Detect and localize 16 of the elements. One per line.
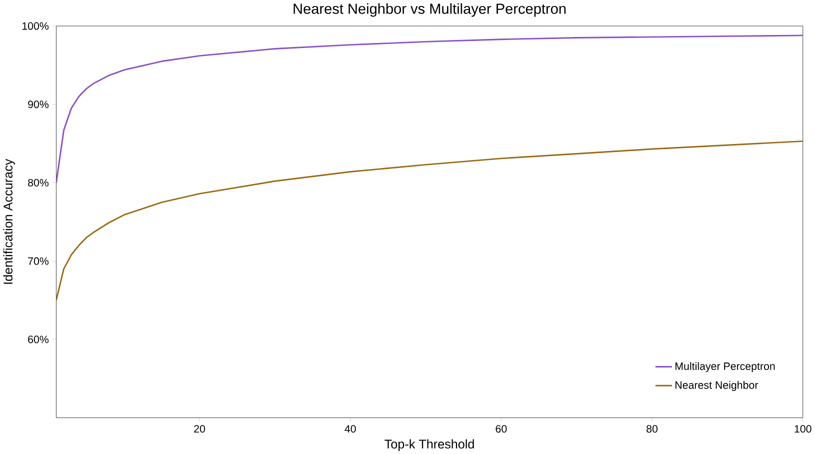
x-tick-label: 100	[794, 424, 812, 433]
x-tick-label: 20	[194, 424, 206, 433]
x-tick-label: 60	[496, 424, 507, 433]
y-tick-label: 90%	[28, 100, 49, 108]
legend-label: Multilayer Perceptron	[676, 362, 775, 372]
y-tick-label: 60%	[28, 336, 49, 344]
line-series	[56, 140, 803, 301]
legend-label: Nearest Neighbor	[676, 380, 758, 391]
x-axis-title: Top-k Threshold	[384, 439, 474, 451]
chart-title: Nearest Neighbor vs Multilayer Perceptron	[294, 3, 566, 17]
x-tick-label: 40	[344, 424, 356, 433]
y-tick-label: 80%	[28, 178, 49, 186]
y-tick-label: 70%	[28, 257, 49, 265]
y-tick-label: 100%	[22, 22, 49, 30]
y-axis-title: Identification Accuracy	[3, 158, 15, 284]
x-tick-label: 80	[646, 424, 658, 433]
